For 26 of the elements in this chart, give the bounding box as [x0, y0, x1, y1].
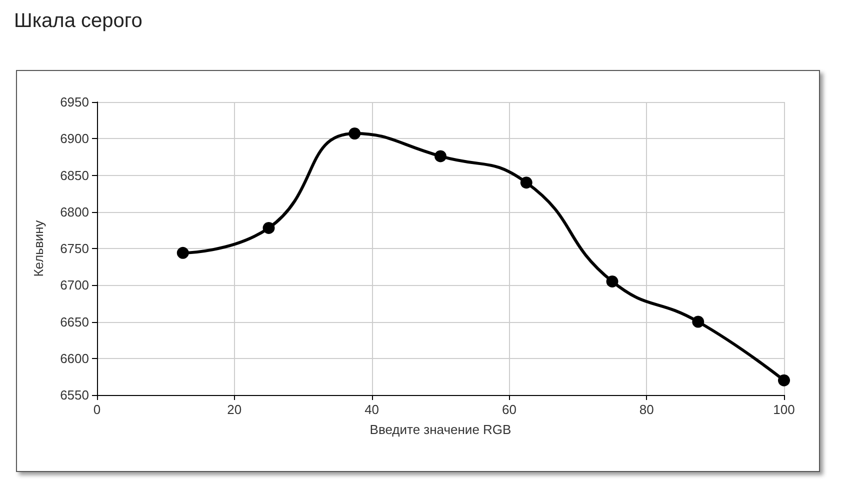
point	[692, 316, 704, 328]
x-tick-label: 80	[639, 402, 654, 417]
point	[520, 176, 532, 189]
y-tick-label: 6800	[60, 204, 89, 220]
x-tick-label: 40	[364, 402, 380, 417]
chart-title: Шкала серого	[14, 10, 142, 33]
y-tick-label: 6850	[60, 168, 89, 183]
x-tick-label: 100	[773, 402, 795, 417]
y-tick-label: 6950	[60, 94, 89, 110]
y-axis-title: Кельвину	[31, 220, 46, 277]
y-tick-label: 6750	[60, 241, 89, 256]
y-tick-label: 6550	[60, 388, 89, 402]
point	[262, 222, 275, 234]
y-tick-label: 6700	[60, 278, 89, 293]
x-tick-label: 20	[227, 402, 242, 417]
point	[434, 150, 446, 162]
x-tick-label: 0	[93, 402, 101, 417]
y-tick-label: 6650	[60, 314, 89, 330]
point	[606, 275, 618, 288]
x-tick-label: 60	[502, 402, 516, 417]
x-axis-title: Введите значение RGB	[370, 422, 512, 437]
point	[348, 128, 361, 140]
y-tick-label: 6900	[60, 131, 89, 146]
y-tick-label: 6600	[60, 350, 89, 366]
point	[778, 374, 790, 386]
point	[176, 246, 189, 259]
